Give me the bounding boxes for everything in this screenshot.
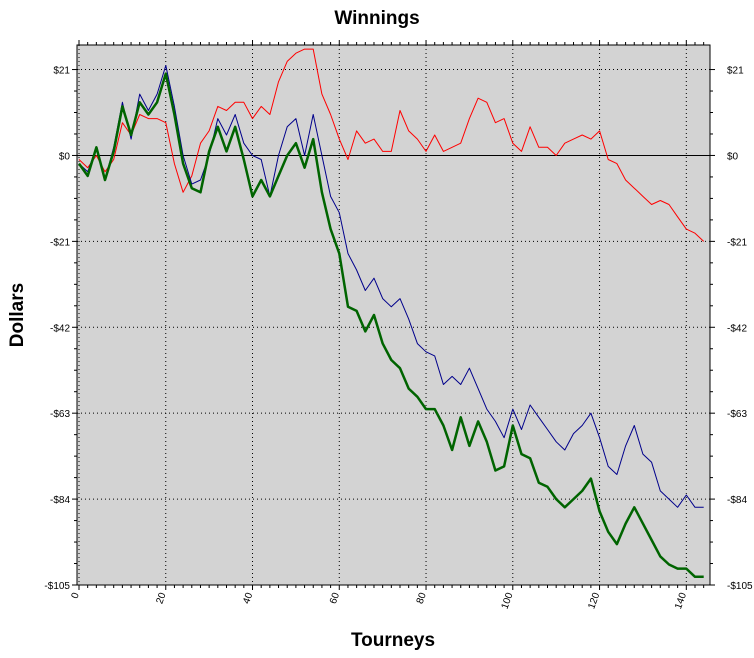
y-tick-label-left: -$84	[50, 495, 70, 506]
x-tick-label: 100	[500, 591, 516, 611]
y-tick-label-right: -$105	[727, 581, 753, 592]
series-lines	[77, 48, 705, 579]
x-axis-title: Tourneys	[351, 630, 435, 651]
x-tick-label: 0	[70, 591, 82, 600]
y-tick-label-right: -$42	[727, 323, 747, 334]
x-tick-label: 140	[673, 591, 689, 611]
axis-ticks: $21 $21 $0 $0 -$21 -$21 -$42 -$42 -$63 -$63 -$84 -$…	[44, 40, 753, 611]
y-tick-label-left: -$42	[50, 323, 70, 334]
y-tick-label-right: $0	[727, 151, 739, 162]
x-tick-label: 120	[586, 591, 602, 611]
x-tick-label: 20	[154, 591, 168, 606]
y-tick-label-right: -$63	[727, 409, 747, 420]
y-tick-label-left: -$21	[50, 237, 70, 248]
y-tick-label-left: -$105	[44, 581, 70, 592]
y-axis-title: Dollars	[7, 283, 28, 347]
y-tick-label-left: $0	[59, 151, 71, 162]
y-tick-label-right: -$21	[727, 237, 747, 248]
x-tick-label: 80	[415, 591, 429, 606]
x-tick-label: 40	[241, 591, 255, 606]
chart-title: Winnings	[334, 8, 419, 29]
series-line-2	[78, 65, 704, 508]
y-tick-label-left: $21	[53, 66, 70, 77]
y-tick-label-right: $21	[727, 66, 744, 77]
series-line-3	[77, 72, 704, 579]
y-tick-label-left: -$63	[50, 409, 70, 420]
plot-area	[76, 44, 711, 586]
series-line-1	[78, 48, 705, 242]
y-tick-label-right: -$84	[727, 495, 747, 506]
x-tick-label: 60	[328, 591, 342, 606]
